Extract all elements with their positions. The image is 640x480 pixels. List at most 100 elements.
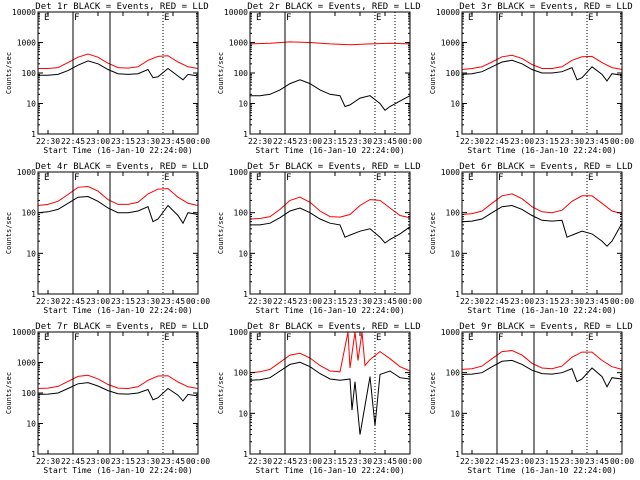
x-tick-label: 00:00 bbox=[610, 297, 634, 306]
x-tick-label: 23:00 bbox=[86, 457, 110, 466]
x-tick-label: 23:00 bbox=[298, 457, 322, 466]
x-axis-label: Start Time (16-Jan-10 22:24:00) bbox=[467, 466, 616, 475]
series-line-lld-red bbox=[37, 374, 199, 390]
x-tick-label: 22:30 bbox=[248, 137, 272, 146]
x-tick-label: 22:45 bbox=[273, 137, 297, 146]
plot-frame bbox=[249, 171, 411, 295]
x-tick-label: 22:30 bbox=[460, 457, 484, 466]
y-axis-label: Counts/sec bbox=[217, 212, 225, 254]
x-tick-label: 00:00 bbox=[186, 297, 210, 306]
series-line-events-black bbox=[461, 204, 623, 247]
x-tick-label: 23:15 bbox=[535, 137, 559, 146]
x-tick-label: 22:30 bbox=[460, 297, 484, 306]
y-tick-label: 100 bbox=[22, 389, 37, 398]
x-tick-label: 23:30 bbox=[136, 137, 160, 146]
event-marker-label: F bbox=[286, 13, 291, 23]
event-marker-label: E bbox=[468, 333, 473, 343]
series-line-events-black bbox=[38, 60, 199, 81]
event-marker-label: E bbox=[468, 13, 473, 23]
x-tick-label: 23:45 bbox=[161, 137, 185, 146]
event-marker-label: F bbox=[286, 173, 291, 183]
x-tick-label: 22:45 bbox=[61, 137, 85, 146]
panel-title: Det 9r BLACK = Events, RED = LLD bbox=[459, 322, 632, 332]
event-marker-label: E bbox=[164, 173, 169, 183]
y-axis-label: Counts/sec bbox=[217, 52, 225, 94]
x-tick-label: 22:30 bbox=[248, 457, 272, 466]
x-tick-label: 23:45 bbox=[161, 457, 185, 466]
x-tick-label: 23:15 bbox=[111, 297, 135, 306]
y-tick-label: 10000 bbox=[436, 8, 460, 17]
event-marker-label: E bbox=[376, 13, 381, 23]
event-marker-label: F bbox=[74, 333, 79, 343]
x-tick-label: 00:00 bbox=[186, 457, 210, 466]
series-line-lld-red bbox=[461, 349, 623, 370]
x-tick-label: 23:00 bbox=[86, 297, 110, 306]
y-tick-label: 100 bbox=[22, 209, 37, 218]
event-marker-label: E bbox=[588, 13, 593, 23]
series-line-lld-red bbox=[461, 193, 623, 215]
y-tick-label: 1 bbox=[455, 290, 460, 299]
y-tick-label: 10 bbox=[26, 100, 36, 109]
event-marker-label: E bbox=[588, 333, 593, 343]
plot-frame bbox=[461, 331, 623, 455]
y-tick-label: 100 bbox=[234, 69, 249, 78]
y-tick-label: 1000 bbox=[229, 328, 248, 337]
x-tick-label: 23:45 bbox=[161, 297, 185, 306]
x-tick-label: 23:15 bbox=[323, 457, 347, 466]
y-tick-label: 10000 bbox=[224, 8, 248, 17]
x-tick-label: 00:00 bbox=[610, 457, 634, 466]
event-marker-label: E bbox=[256, 13, 261, 23]
x-tick-label: 23:00 bbox=[298, 137, 322, 146]
y-tick-label: 10 bbox=[450, 409, 460, 418]
y-tick-label: 1 bbox=[243, 290, 248, 299]
x-tick-label: 23:30 bbox=[560, 297, 584, 306]
x-tick-label: 22:45 bbox=[273, 297, 297, 306]
y-tick-label: 1000 bbox=[441, 168, 460, 177]
series-line-events-black bbox=[37, 195, 199, 225]
x-tick-label: 22:45 bbox=[61, 297, 85, 306]
y-tick-label: 10 bbox=[238, 409, 248, 418]
y-tick-label: 10 bbox=[450, 100, 460, 109]
y-axis-label: Counts/sec bbox=[217, 372, 225, 414]
event-marker-label: E bbox=[376, 173, 381, 183]
x-axis-label: Start Time (16-Jan-10 22:24:00) bbox=[43, 466, 192, 475]
x-tick-label: 22:45 bbox=[273, 457, 297, 466]
event-marker-label: E bbox=[44, 173, 49, 183]
panel-title: Det 7r BLACK = Events, RED = LLD bbox=[35, 322, 208, 332]
x-tick-label: 23:00 bbox=[510, 457, 534, 466]
x-tick-label: 23:45 bbox=[373, 297, 397, 306]
event-marker-label: E bbox=[256, 333, 261, 343]
x-tick-label: 22:45 bbox=[485, 297, 509, 306]
series-line-events-black bbox=[250, 79, 411, 112]
event-marker-label: E bbox=[256, 173, 261, 183]
y-tick-label: 10 bbox=[26, 249, 36, 258]
x-tick-label: 23:15 bbox=[323, 137, 347, 146]
y-axis-label: Counts/sec bbox=[429, 372, 437, 414]
x-tick-label: 23:15 bbox=[323, 297, 347, 306]
event-marker-label: E bbox=[44, 13, 49, 23]
x-tick-label: 22:30 bbox=[248, 297, 272, 306]
event-marker-label: E bbox=[588, 173, 593, 183]
event-marker-label: E bbox=[164, 13, 169, 23]
series-line-lld-red bbox=[38, 53, 199, 69]
x-axis-label: Start Time (16-Jan-10 22:24:00) bbox=[255, 306, 404, 315]
x-tick-label: 23:30 bbox=[136, 297, 160, 306]
x-tick-label: 22:45 bbox=[485, 137, 509, 146]
panel-title: Det 6r BLACK = Events, RED = LLD bbox=[459, 162, 632, 172]
x-tick-label: 23:00 bbox=[298, 297, 322, 306]
x-tick-label: 23:15 bbox=[111, 137, 135, 146]
y-tick-label: 10 bbox=[26, 420, 36, 429]
y-tick-label: 1000 bbox=[441, 39, 460, 48]
x-axis-label: Start Time (16-Jan-10 22:24:00) bbox=[255, 146, 404, 155]
y-tick-label: 1 bbox=[455, 450, 460, 459]
x-tick-label: 22:45 bbox=[61, 457, 85, 466]
y-tick-label: 1000 bbox=[229, 168, 248, 177]
y-axis-label: Counts/sec bbox=[5, 212, 13, 254]
y-tick-label: 100 bbox=[446, 209, 461, 218]
series-line-lld-red bbox=[249, 41, 411, 46]
